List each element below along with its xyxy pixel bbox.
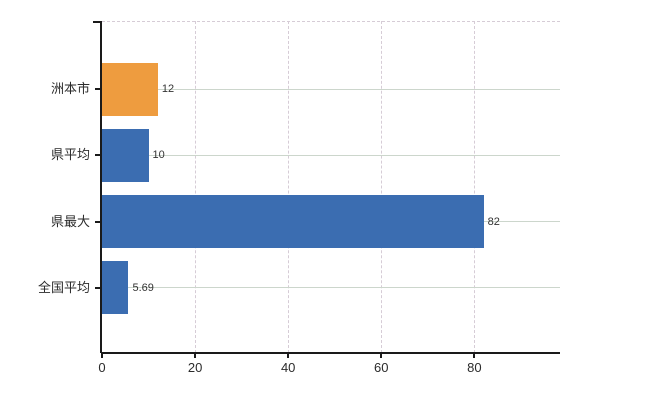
x-gridline <box>195 21 197 353</box>
y-axis-line <box>100 21 102 353</box>
bar <box>102 261 129 315</box>
bar <box>102 62 158 116</box>
y-axis-top-tick <box>93 21 102 23</box>
x-tick-mark <box>101 353 103 358</box>
bar-value-label: 10 <box>152 149 165 162</box>
x-tick-label: 40 <box>280 360 296 375</box>
x-tick-mark <box>380 353 383 358</box>
category-label: 県最大 <box>50 213 90 229</box>
bar <box>102 128 149 182</box>
bar-value-label: 5.69 <box>132 281 154 294</box>
y-tick-mark <box>95 88 102 90</box>
y-gridline <box>102 88 560 90</box>
x-axis-line <box>102 352 560 354</box>
bar-value-label: 12 <box>161 83 175 95</box>
x-tick-label: 80 <box>467 360 482 375</box>
bar <box>102 195 484 249</box>
y-gridline <box>102 154 560 156</box>
x-gridline <box>381 21 383 353</box>
x-tick-mark <box>287 353 290 358</box>
x-tick-mark <box>194 353 197 358</box>
x-tick-mark <box>473 353 476 358</box>
x-tick-label: 20 <box>187 360 203 375</box>
category-label: 県平均 <box>50 147 90 163</box>
category-label: 洲本市 <box>50 81 90 96</box>
y-gridline <box>102 287 560 289</box>
y-tick-mark <box>95 286 102 289</box>
x-tick-label: 60 <box>374 360 389 375</box>
bar-value-label: 82 <box>487 215 500 228</box>
y-tick-mark <box>95 220 102 223</box>
plot-top-border <box>102 21 560 22</box>
y-tick-mark <box>95 154 102 157</box>
x-gridline <box>288 21 290 353</box>
category-label: 全国平均 <box>37 279 90 295</box>
x-tick-label: 0 <box>98 360 106 375</box>
x-gridline <box>474 21 476 353</box>
